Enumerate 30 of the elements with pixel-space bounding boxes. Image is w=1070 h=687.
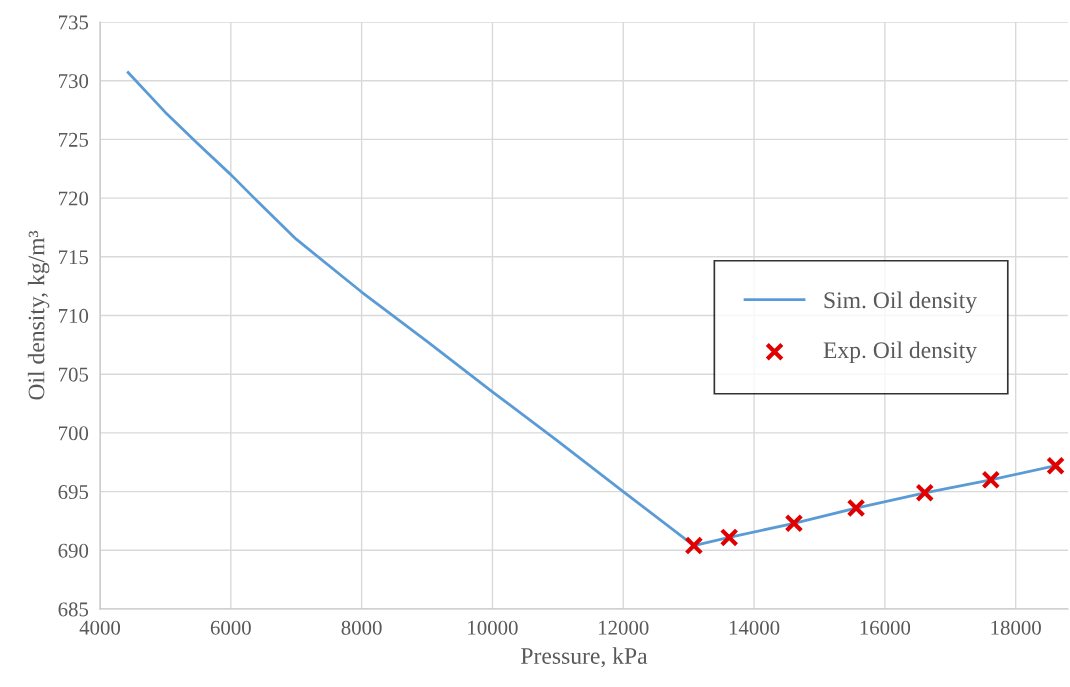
y-tick-label: 735 [59, 15, 89, 30]
point [846, 498, 866, 518]
y-axis-title: Oil density, kg/m³ [27, 230, 50, 400]
legend-label: Exp. Oil density [823, 341, 977, 364]
x-tick-label: 12000 [599, 620, 649, 635]
x-tick-label: 16000 [860, 620, 911, 635]
y-tick-label: 705 [59, 367, 89, 382]
y-tick-label: 695 [58, 485, 89, 500]
point [981, 470, 1001, 490]
point [1046, 456, 1065, 476]
y-tick-label: 720 [59, 191, 89, 206]
x-tick-label: 10000 [468, 620, 518, 635]
x-tick-label: 14000 [729, 620, 780, 635]
point [719, 528, 739, 547]
x-tick-label: 18000 [991, 620, 1041, 635]
y-tick-label: 725 [59, 132, 89, 147]
y-tick-label: 730 [59, 74, 89, 89]
point [915, 483, 935, 503]
x-tick-label: 6000 [210, 620, 251, 635]
point [684, 536, 704, 555]
x-axis-title: Pressure, kPa [521, 647, 648, 668]
y-tick-label: 710 [59, 308, 89, 323]
x-tick-label: 4000 [79, 620, 121, 635]
y-tick-label: 715 [59, 250, 89, 265]
x-tick-label: 8000 [341, 620, 382, 635]
y-tick-label: 690 [58, 543, 89, 558]
y-tick-label: 685 [58, 602, 89, 617]
legend-label: Sim. Oil density [824, 291, 978, 314]
y-tick-label: 700 [59, 426, 89, 441]
point [784, 513, 804, 533]
